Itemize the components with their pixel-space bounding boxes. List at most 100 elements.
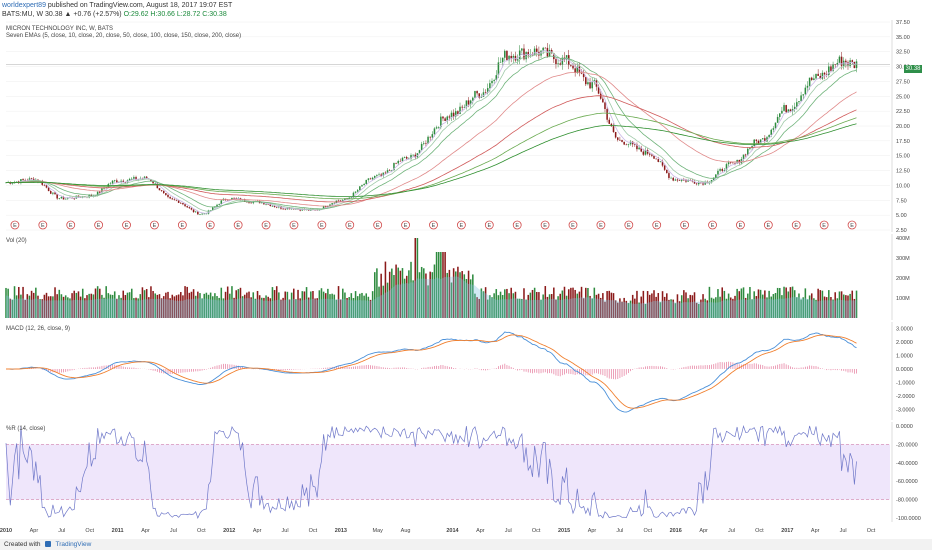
volume-bar	[772, 294, 775, 318]
volume-bar	[237, 289, 240, 318]
macd-histogram-bar	[604, 368, 606, 377]
candle	[819, 75, 822, 79]
price-panel: 2.50 5.00 7.50 10.00 12.50 15.00 17.50 20.00 22.…	[0, 20, 932, 234]
macd-histogram-bar	[687, 366, 689, 369]
candle	[267, 204, 269, 205]
macd-histogram-bar	[591, 368, 593, 375]
volume-bar	[141, 287, 144, 318]
price-chart[interactable]: 2.50 5.00 7.50 10.00 12.50 15.00 17.50 20.00 22.…	[0, 20, 932, 234]
candle	[410, 155, 412, 159]
candle	[512, 55, 515, 59]
tradingview-link[interactable]: TradingView	[55, 541, 92, 548]
macd-histogram-bar	[338, 366, 339, 369]
macd-histogram-bar	[120, 365, 122, 369]
volume-bar	[13, 286, 16, 318]
macd-histogram-bar	[596, 368, 597, 374]
macd-histogram-bar	[105, 365, 107, 369]
macd-histogram-bar	[572, 368, 574, 375]
macd-tick-label: 3.0000	[896, 327, 913, 333]
volume-bar	[472, 274, 474, 318]
candle	[182, 203, 184, 205]
volume-bar	[126, 292, 129, 318]
candle	[523, 48, 525, 60]
volume-bar	[504, 289, 506, 318]
volume-bar	[830, 297, 832, 318]
time-tick-label: Oct	[755, 528, 764, 534]
volume-bar	[371, 291, 374, 318]
volume-bar	[680, 295, 683, 318]
volume-chart[interactable]: 100M 200M 300M 400M	[0, 234, 932, 320]
volume-bar	[474, 293, 476, 318]
candle	[533, 48, 536, 56]
volume-bar	[271, 287, 274, 318]
earnings-marker-icon	[624, 220, 634, 230]
macd-histogram-bar	[512, 367, 514, 369]
time-tick-label: 2015	[558, 528, 570, 534]
candle	[497, 62, 500, 76]
volume-bar	[486, 299, 489, 318]
macd-histogram-bar	[357, 366, 359, 369]
price-tick-label: 22.50	[896, 109, 910, 115]
earnings-marker-icon	[345, 220, 355, 230]
macd-histogram-bar	[802, 367, 804, 369]
candle	[725, 164, 728, 171]
macd-histogram-bar	[293, 368, 295, 370]
candle	[774, 122, 777, 129]
macd-histogram-bar	[124, 367, 126, 369]
macd-histogram-bar	[205, 368, 207, 370]
volume-ma-area	[6, 276, 857, 318]
macd-histogram-bar	[442, 365, 444, 369]
volume-bar	[150, 286, 152, 318]
time-tick-label: May	[372, 528, 383, 534]
macd-histogram-bar	[165, 368, 167, 374]
macd-histogram-bar	[284, 368, 286, 371]
macd-histogram-bar	[762, 365, 764, 369]
candle	[742, 154, 745, 160]
wr-label: %R (14, close)	[6, 426, 46, 432]
macd-histogram-bar	[90, 367, 92, 369]
volume-bar	[653, 290, 655, 318]
candle	[604, 102, 606, 109]
macd-histogram-bar	[642, 367, 644, 369]
macd-histogram-bar	[807, 366, 808, 369]
macd-histogram-bar	[749, 363, 751, 369]
candle	[371, 177, 374, 180]
candle	[273, 205, 276, 207]
earnings-marker-icon	[596, 220, 606, 230]
macd-histogram-bar	[483, 368, 484, 371]
volume-bar	[655, 296, 657, 318]
macd-histogram-bar	[173, 368, 175, 374]
williams-r-chart[interactable]: 0.0000 -20.0000 -40.0000 -60.0000 -80.0000 -1…	[0, 422, 932, 522]
candle	[796, 102, 798, 107]
macd-histogram-bar	[359, 365, 361, 369]
candle	[757, 140, 760, 144]
earnings-marker-label: E	[822, 223, 826, 229]
macd-tick-label: -3.0000	[896, 407, 915, 413]
candle	[764, 138, 766, 142]
candle	[275, 206, 278, 208]
candle	[663, 165, 666, 170]
volume-bar	[77, 291, 80, 318]
wr-tick-label: 0.0000	[896, 424, 913, 430]
volume-bar	[361, 292, 363, 318]
macd-histogram-bar	[785, 364, 787, 369]
candle	[171, 198, 174, 200]
volume-bar	[521, 298, 523, 318]
volume-bar	[297, 289, 299, 318]
volume-bar	[783, 286, 785, 318]
volume-bar	[853, 298, 856, 318]
volume-bar	[156, 294, 159, 318]
volume-bar	[188, 292, 191, 318]
earnings-marker-icon	[540, 220, 550, 230]
volume-bar	[591, 298, 593, 318]
macd-chart[interactable]: 3.0000 2.0000 1.0000 0.0000 -1.0000 -2.0000 -3…	[0, 322, 932, 420]
candle	[339, 200, 342, 202]
macd-histogram-bar	[623, 368, 625, 376]
symbol-label: MICRON TECHNOLOGY INC, W, BATS	[6, 26, 114, 32]
candle	[278, 206, 280, 208]
volume-bar	[691, 295, 694, 318]
volume-bar	[753, 291, 755, 318]
time-tick-label: Jul	[840, 528, 847, 534]
author-link[interactable]: worldexpert89	[2, 2, 46, 9]
macd-histogram-bar	[564, 368, 565, 375]
